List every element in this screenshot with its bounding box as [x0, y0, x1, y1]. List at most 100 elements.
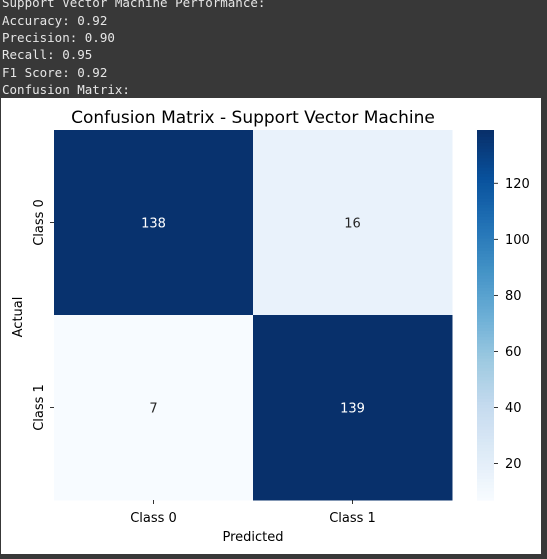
- colorbar-segment-84: [477, 237, 494, 242]
- colorbar-segment-51: [477, 339, 494, 344]
- colorbar-segment-9: [477, 469, 494, 473]
- colorbar-segment-10: [477, 466, 494, 470]
- colorbar-segment-90: [477, 219, 494, 224]
- colorbar-segment-105: [477, 173, 494, 177]
- colorbar-segment-85: [477, 234, 494, 239]
- colorbar-segment-103: [477, 179, 494, 184]
- colorbar-segment-14: [477, 453, 494, 458]
- colorbar-segment-69: [477, 284, 494, 288]
- console-line-confusion-matrix: Confusion Matrix:: [2, 82, 130, 97]
- colorbar-segment-96: [477, 200, 494, 205]
- colorbar-segment-95: [477, 204, 494, 208]
- colorbar-tick-label-5: 120: [505, 177, 530, 192]
- colorbar-segment-80: [477, 250, 494, 254]
- colorbar-segment-75: [477, 265, 494, 270]
- colorbar-segment-102: [477, 182, 494, 187]
- cell-value-label-r1-c1: 139: [340, 402, 365, 417]
- heatmap-cell-r0-c0: [54, 130, 254, 316]
- colorbar-segment-70: [477, 281, 494, 285]
- heatmap-cell-r0-c1: [253, 130, 453, 316]
- heatmap-axes: Class 0 Class 1 Class 0 Class 1: [32, 199, 376, 526]
- colorbar-segment-24: [477, 422, 494, 427]
- colorbar-segment-26: [477, 416, 494, 421]
- colorbar-segment-33: [477, 395, 494, 399]
- colorbar-segment-64: [477, 299, 494, 304]
- console-output: Support Vector Machine Performance: Accu…: [0, 0, 547, 98]
- colorbar-segment-37: [477, 382, 494, 387]
- colorbar-segment-40: [477, 373, 494, 378]
- colorbar-segment-7: [477, 475, 494, 480]
- cell-value-label-r0-c1: 16: [344, 217, 361, 232]
- colorbar-segment-28: [477, 410, 494, 415]
- x-axis-label: Predicted: [222, 530, 283, 545]
- colorbar-segment-12: [477, 459, 494, 464]
- colorbar-segment-87: [477, 228, 494, 233]
- colorbar-segment-100: [477, 188, 494, 193]
- colorbar-segment-65: [477, 296, 494, 301]
- colorbar-segment-53: [477, 333, 494, 338]
- colorbar-segment-101: [477, 185, 494, 190]
- colorbar-segment-59: [477, 315, 494, 319]
- colorbar-tick-label-4: 100: [505, 233, 530, 248]
- colorbar-segment-2: [477, 490, 494, 495]
- heatmap-cells: 138 16 7 139: [54, 130, 453, 501]
- colorbar-segment-54: [477, 330, 494, 335]
- y-tick-label-0: Class 0: [32, 199, 47, 246]
- console-line-precision: Precision: 0.90: [2, 30, 115, 45]
- colorbar-segment-57: [477, 321, 494, 325]
- heatmap-cell-r1-c0: [54, 315, 254, 501]
- colorbar-segment-21: [477, 432, 494, 436]
- colorbar-segment-106: [477, 170, 494, 174]
- colorbar-segment-27: [477, 413, 494, 418]
- colorbar-segment-93: [477, 210, 494, 214]
- colorbar-segment-119: [477, 130, 494, 134]
- colorbar-segment-36: [477, 385, 494, 390]
- colorbar-segment-61: [477, 308, 494, 313]
- colorbar-segment-19: [477, 438, 494, 443]
- colorbar-segment-83: [477, 241, 494, 245]
- colorbar-segment-107: [477, 167, 494, 171]
- colorbar-segment-17: [477, 444, 494, 449]
- colorbar-segment-58: [477, 318, 494, 322]
- colorbar-segment-97: [477, 197, 494, 202]
- colorbar-segment-109: [477, 160, 494, 165]
- colorbar-segment-86: [477, 231, 494, 236]
- colorbar-segment-62: [477, 305, 494, 310]
- colorbar-tick-label-0: 20: [505, 457, 522, 472]
- colorbar-segment-1: [477, 493, 494, 498]
- colorbar-segment-117: [477, 136, 494, 140]
- colorbar-segment-23: [477, 426, 494, 430]
- colorbar-segment-29: [477, 407, 494, 412]
- colorbar-segment-67: [477, 290, 494, 295]
- colorbar-segment-39: [477, 376, 494, 381]
- colorbar-segment-115: [477, 142, 494, 147]
- colorbar-segment-42: [477, 367, 494, 372]
- console-line-header: Support Vector Machine Performance:: [2, 0, 266, 10]
- colorbar-segment-3: [477, 487, 494, 492]
- chart-title: Confusion Matrix - Support Vector Machin…: [71, 108, 435, 128]
- colorbar-segment-55: [477, 327, 494, 332]
- colorbar-segment-74: [477, 268, 494, 273]
- x-tick-label-0: Class 0: [130, 511, 177, 526]
- colorbar-segment-52: [477, 336, 494, 341]
- colorbar-segment-89: [477, 222, 494, 227]
- colorbar-segment-111: [477, 154, 494, 159]
- colorbar-segment-18: [477, 441, 494, 446]
- colorbar-segment-92: [477, 213, 494, 217]
- colorbar-segment-22: [477, 429, 494, 433]
- colorbar-segment-46: [477, 355, 494, 359]
- colorbar-segment-71: [477, 278, 494, 282]
- cell-value-label-r0-c0: 138: [141, 217, 166, 232]
- colorbar-segment-68: [477, 287, 494, 291]
- colorbar-segment-41: [477, 370, 494, 375]
- colorbar-segment-77: [477, 259, 494, 264]
- colorbar-segment-34: [477, 392, 494, 396]
- colorbar-segment-81: [477, 247, 494, 251]
- colorbar-segment-0: [477, 496, 494, 501]
- colorbar-segment-30: [477, 404, 494, 409]
- colorbar-segment-94: [477, 207, 494, 211]
- colorbar-segment-82: [477, 244, 494, 248]
- colorbar-segment-49: [477, 345, 494, 350]
- colorbar-segment-73: [477, 271, 494, 276]
- colorbar-segment-104: [477, 176, 494, 180]
